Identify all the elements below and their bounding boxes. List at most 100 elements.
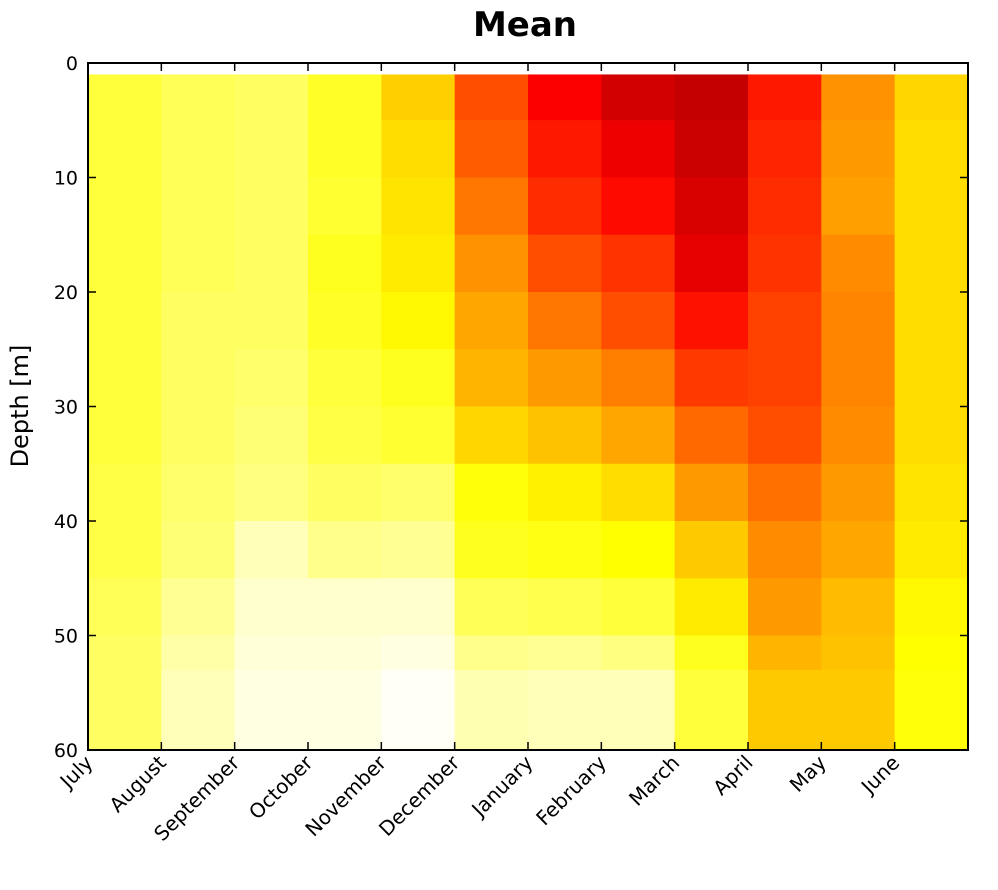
heatmap-cell (528, 406, 602, 465)
y-tick-label: 50 (54, 626, 78, 648)
heatmap-cell (601, 234, 676, 293)
heatmap-cell (674, 349, 749, 408)
heatmap-cell (674, 74, 749, 121)
heatmap-cell (894, 669, 969, 751)
y-tick-label: 30 (54, 397, 78, 419)
heatmap-cell (528, 292, 602, 350)
heatmap-cell (234, 521, 309, 579)
heatmap-cell (674, 463, 749, 522)
heatmap-cell (161, 578, 236, 637)
y-axis-label: Depth [m] (6, 345, 34, 468)
y-tick-label: 20 (54, 282, 78, 304)
heatmap-cell (308, 669, 382, 751)
heatmap-cell (234, 74, 309, 121)
heatmap-cell (674, 177, 749, 236)
y-axis-ticks: 0 10 20 30 40 50 60 (54, 53, 968, 762)
heatmap-cell (161, 177, 236, 236)
heatmap-cell (821, 635, 896, 671)
heatmap-cell (821, 578, 896, 637)
heatmap-cell (821, 521, 896, 579)
heatmap-cell (454, 74, 529, 121)
heatmap-cell (601, 74, 676, 121)
heatmap-cell (748, 74, 822, 121)
heatmap-cell (894, 635, 969, 671)
heatmap-cell (528, 234, 602, 293)
heatmap-cell (88, 177, 162, 236)
heatmap-cell (454, 406, 529, 465)
x-category-label: October (244, 750, 318, 824)
heatmap-cell (601, 578, 676, 637)
heatmap-cell (308, 177, 382, 236)
heatmap-cell (748, 234, 822, 293)
heatmap-cell (894, 349, 969, 408)
heatmap-cell (381, 669, 456, 751)
heatmap-cell (454, 349, 529, 408)
heatmap-cell (161, 669, 236, 751)
heatmap-cell (234, 349, 309, 408)
heatmap-cell (528, 349, 602, 408)
heatmap-cell (528, 521, 602, 579)
heatmap-cell (308, 521, 382, 579)
heatmap-cell (381, 349, 456, 408)
heatmap-cell (381, 635, 456, 671)
heatmap-cell (894, 406, 969, 465)
heatmap-cell (381, 406, 456, 465)
y-tick-label: 10 (54, 168, 78, 190)
x-category-label: June (855, 751, 904, 800)
heatmap-cell (821, 292, 896, 350)
heatmap-cell (748, 635, 822, 671)
heatmap-cell (161, 521, 236, 579)
heatmap-cell (528, 635, 602, 671)
heatmap-cell (381, 292, 456, 350)
heatmap-cell (88, 349, 162, 408)
x-category-label: February (531, 750, 611, 830)
heatmap-cell (308, 292, 382, 350)
heatmap-cell (821, 234, 896, 293)
heatmap-cell (748, 521, 822, 579)
heatmap-cell (821, 74, 896, 121)
heatmap-cell (674, 120, 749, 179)
heatmap-cell (88, 578, 162, 637)
heatmap-cell (601, 521, 676, 579)
heatmap-cell (161, 349, 236, 408)
heatmap-cell (748, 349, 822, 408)
heatmap-cell (381, 74, 456, 121)
chart-title: Mean (473, 5, 577, 45)
heatmap-cell (234, 120, 309, 179)
heatmap-cell (161, 406, 236, 465)
heatmap-cell (161, 234, 236, 293)
heatmap-cell (308, 635, 382, 671)
heatmap-cell (381, 463, 456, 522)
heatmap-cell (601, 177, 676, 236)
heatmap-cell (674, 234, 749, 293)
heatmap-cell (674, 578, 749, 637)
heatmap-cell (821, 463, 896, 522)
heatmap-cell (88, 463, 162, 522)
heatmap-cell (234, 463, 309, 522)
x-category-label: April (708, 751, 757, 800)
heatmap-cell (88, 406, 162, 465)
heatmap-cell (528, 669, 602, 751)
heatmap-cell (748, 120, 822, 179)
x-category-label: December (374, 750, 465, 841)
heatmap-cell (234, 635, 309, 671)
heatmap-cell (894, 521, 969, 579)
heatmap-cell (381, 234, 456, 293)
heatmap-cell (821, 120, 896, 179)
heatmap-cell (748, 669, 822, 751)
heatmap-cell (821, 177, 896, 236)
heatmap-cell (381, 120, 456, 179)
heatmap-cell (821, 669, 896, 751)
heatmap-cell (601, 635, 676, 671)
heatmap-cell (674, 521, 749, 579)
heatmap-cell (161, 463, 236, 522)
heatmap-cell (894, 463, 969, 522)
heatmap-cell (894, 120, 969, 179)
heatmap-cell (88, 635, 162, 671)
heatmap-cell (234, 578, 309, 637)
heatmap-cell (601, 349, 676, 408)
heatmap-cell (528, 463, 602, 522)
heatmap-cell (308, 74, 382, 121)
heatmap-cell (454, 669, 529, 751)
y-tick-label: 60 (54, 740, 78, 762)
